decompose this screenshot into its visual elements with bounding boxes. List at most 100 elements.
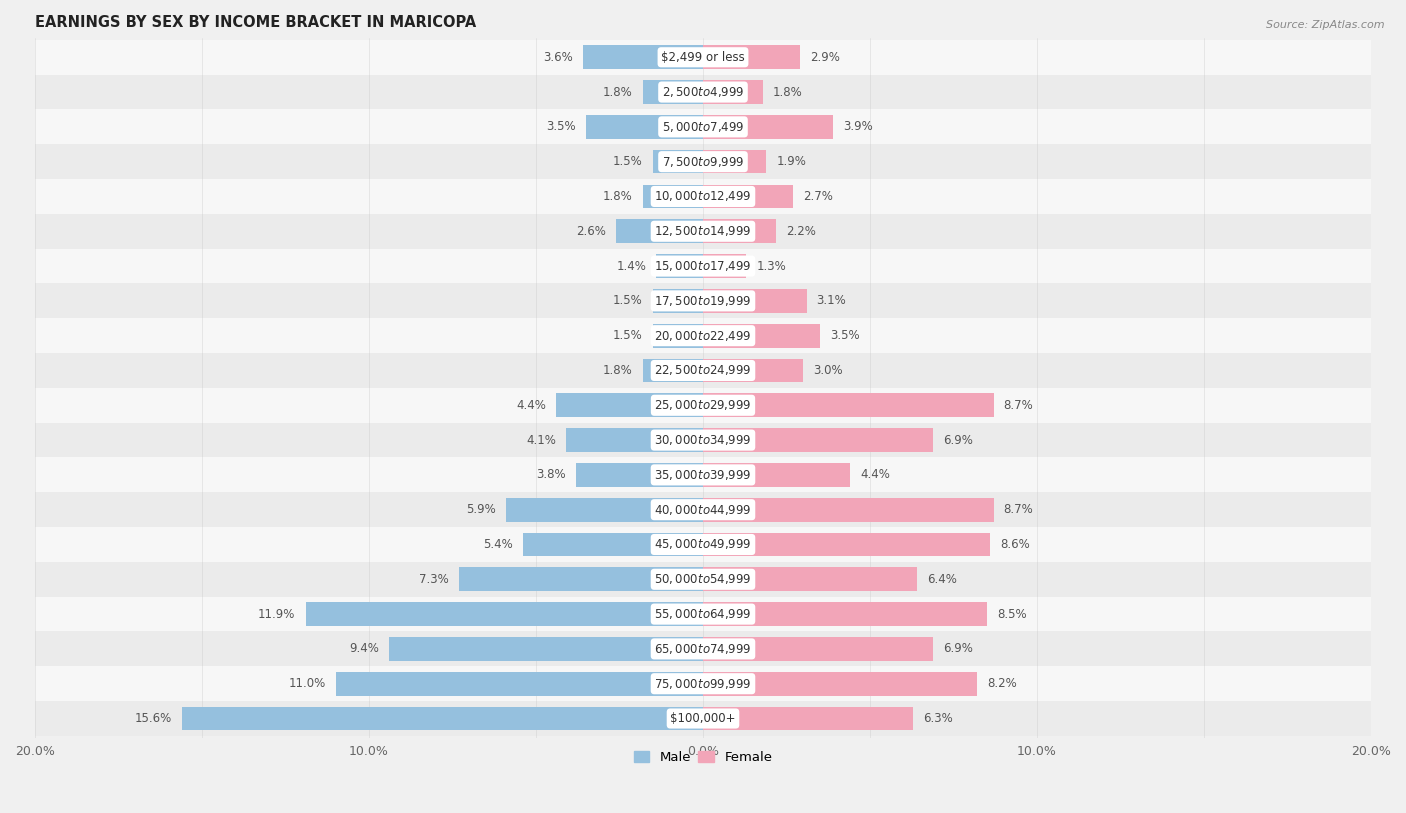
Bar — [35, 353, 1371, 388]
Bar — [35, 214, 1371, 249]
Bar — [506, 498, 703, 521]
Bar — [643, 80, 703, 104]
Bar — [35, 701, 1371, 736]
Bar — [652, 324, 703, 347]
Text: Source: ZipAtlas.com: Source: ZipAtlas.com — [1267, 20, 1385, 30]
Bar — [703, 46, 800, 69]
Bar — [336, 672, 703, 696]
Bar — [703, 359, 803, 382]
Bar — [555, 393, 703, 417]
Text: 5.9%: 5.9% — [467, 503, 496, 516]
Bar — [703, 567, 917, 591]
Bar — [643, 185, 703, 208]
Text: $12,500 to $14,999: $12,500 to $14,999 — [654, 224, 752, 238]
Bar — [35, 632, 1371, 667]
Text: 1.9%: 1.9% — [776, 155, 807, 168]
Text: 3.6%: 3.6% — [543, 50, 572, 63]
Legend: Male, Female: Male, Female — [628, 746, 778, 770]
Text: 1.8%: 1.8% — [603, 190, 633, 203]
Text: $25,000 to $29,999: $25,000 to $29,999 — [654, 398, 752, 412]
Bar — [35, 388, 1371, 423]
Bar — [35, 423, 1371, 458]
Bar — [35, 110, 1371, 144]
Text: 1.8%: 1.8% — [773, 85, 803, 98]
Text: $17,500 to $19,999: $17,500 to $19,999 — [654, 293, 752, 308]
Bar — [582, 46, 703, 69]
Text: 2.9%: 2.9% — [810, 50, 839, 63]
Text: 1.3%: 1.3% — [756, 259, 786, 272]
Bar — [703, 80, 763, 104]
Bar — [703, 150, 766, 173]
Text: 6.4%: 6.4% — [927, 573, 956, 586]
Bar — [35, 667, 1371, 701]
Text: $7,500 to $9,999: $7,500 to $9,999 — [662, 154, 744, 168]
Bar — [35, 493, 1371, 527]
Bar — [703, 324, 820, 347]
Bar — [35, 75, 1371, 110]
Text: 4.1%: 4.1% — [526, 433, 555, 446]
Bar — [460, 567, 703, 591]
Bar — [389, 637, 703, 661]
Text: $2,500 to $4,999: $2,500 to $4,999 — [662, 85, 744, 99]
Bar — [616, 220, 703, 243]
Bar — [35, 284, 1371, 318]
Text: 8.2%: 8.2% — [987, 677, 1017, 690]
Bar — [523, 533, 703, 556]
Bar — [703, 428, 934, 452]
Text: 1.5%: 1.5% — [613, 294, 643, 307]
Text: EARNINGS BY SEX BY INCOME BRACKET IN MARICOPA: EARNINGS BY SEX BY INCOME BRACKET IN MAR… — [35, 15, 477, 30]
Bar — [703, 115, 834, 139]
Text: $30,000 to $34,999: $30,000 to $34,999 — [654, 433, 752, 447]
Text: $75,000 to $99,999: $75,000 to $99,999 — [654, 676, 752, 691]
Text: 1.5%: 1.5% — [613, 329, 643, 342]
Text: 8.7%: 8.7% — [1004, 399, 1033, 411]
Bar — [703, 463, 851, 487]
Bar — [703, 602, 987, 626]
Text: 6.9%: 6.9% — [943, 642, 973, 655]
Bar — [35, 144, 1371, 179]
Bar — [657, 254, 703, 278]
Text: $55,000 to $64,999: $55,000 to $64,999 — [654, 607, 752, 621]
Text: $20,000 to $22,499: $20,000 to $22,499 — [654, 328, 752, 342]
Text: 3.5%: 3.5% — [547, 120, 576, 133]
Text: 8.7%: 8.7% — [1004, 503, 1033, 516]
Bar — [35, 527, 1371, 562]
Bar — [652, 289, 703, 313]
Text: $10,000 to $12,499: $10,000 to $12,499 — [654, 189, 752, 203]
Bar — [643, 359, 703, 382]
Text: 8.5%: 8.5% — [997, 607, 1026, 620]
Bar — [35, 40, 1371, 75]
Text: $35,000 to $39,999: $35,000 to $39,999 — [654, 468, 752, 482]
Bar — [305, 602, 703, 626]
Text: 9.4%: 9.4% — [349, 642, 380, 655]
Text: 3.1%: 3.1% — [817, 294, 846, 307]
Bar — [703, 185, 793, 208]
Text: $45,000 to $49,999: $45,000 to $49,999 — [654, 537, 752, 551]
Text: 11.9%: 11.9% — [259, 607, 295, 620]
Bar — [576, 463, 703, 487]
Bar — [703, 672, 977, 696]
Bar — [703, 533, 990, 556]
Bar — [35, 249, 1371, 284]
Bar — [35, 318, 1371, 353]
Text: 6.3%: 6.3% — [924, 712, 953, 725]
Text: $22,500 to $24,999: $22,500 to $24,999 — [654, 363, 752, 377]
Text: 1.8%: 1.8% — [603, 364, 633, 377]
Bar — [35, 458, 1371, 493]
Text: 3.9%: 3.9% — [844, 120, 873, 133]
Text: 1.5%: 1.5% — [613, 155, 643, 168]
Text: 3.0%: 3.0% — [813, 364, 842, 377]
Bar — [181, 706, 703, 730]
Bar — [35, 179, 1371, 214]
Text: 2.6%: 2.6% — [576, 224, 606, 237]
Bar — [652, 150, 703, 173]
Bar — [703, 254, 747, 278]
Text: 2.2%: 2.2% — [786, 224, 817, 237]
Text: $100,000+: $100,000+ — [671, 712, 735, 725]
Text: 5.4%: 5.4% — [482, 538, 513, 551]
Bar — [703, 220, 776, 243]
Bar — [35, 562, 1371, 597]
Text: 2.7%: 2.7% — [803, 190, 834, 203]
Text: 4.4%: 4.4% — [860, 468, 890, 481]
Text: 1.8%: 1.8% — [603, 85, 633, 98]
